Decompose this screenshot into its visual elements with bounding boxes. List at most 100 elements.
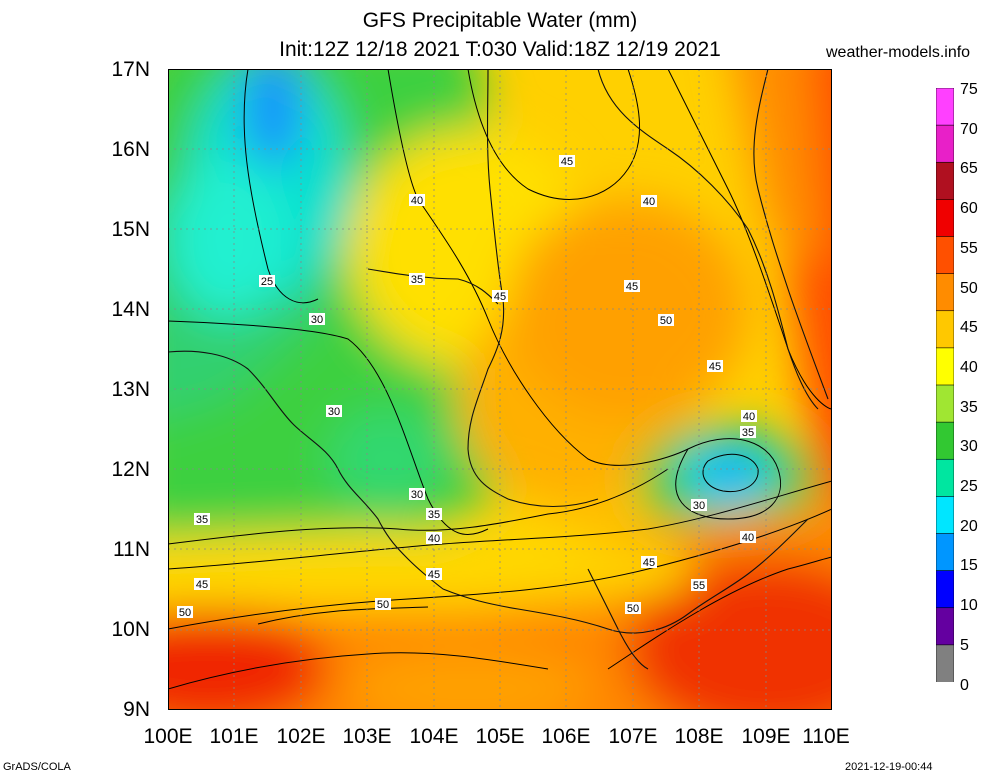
colorbar-cell — [936, 88, 954, 126]
contour-label: 45 — [428, 569, 440, 581]
colorbar-label: 40 — [960, 358, 978, 376]
contour-label: 40 — [743, 411, 755, 423]
contour-label-bg — [426, 532, 442, 544]
lon-label: 102E — [276, 725, 326, 748]
colorbar-label: 20 — [960, 517, 978, 535]
lat-label: 10N — [111, 618, 150, 641]
colorbar-cell — [936, 607, 954, 646]
contour-label-bg — [559, 155, 575, 167]
colorbar-cell — [936, 161, 954, 201]
colorbar-cell — [936, 533, 954, 572]
contour-label: 30 — [328, 406, 340, 418]
colorbar-label: 0 — [960, 676, 969, 694]
contour-label: 45 — [709, 361, 721, 373]
colorbar-cell — [936, 310, 954, 349]
colorbar — [936, 88, 954, 682]
lat-label: 14N — [111, 298, 150, 321]
colorbar-cell — [936, 421, 954, 461]
contour-label-bg — [409, 488, 425, 500]
contour-label-bg — [309, 313, 325, 325]
lon-label: 109E — [741, 725, 791, 748]
contour-label-bg — [707, 360, 723, 372]
contour-label: 40 — [428, 533, 440, 545]
contour-label-bg — [375, 598, 391, 610]
colorbar-cell — [936, 236, 954, 275]
contour-label: 55 — [693, 580, 705, 592]
contour-label-bg — [740, 426, 756, 438]
lon-label: 104E — [409, 725, 459, 748]
colorbar-label: 50 — [960, 279, 978, 297]
colorbar-label: 55 — [960, 239, 978, 257]
colorbar-label: 5 — [960, 636, 969, 654]
contour-label-bg — [641, 195, 657, 207]
lon-label: 106E — [541, 725, 591, 748]
colorbar-cell — [936, 644, 954, 682]
contour-label-bg — [194, 578, 210, 590]
contour-label-bg — [658, 314, 674, 326]
lon-label: 103E — [342, 725, 392, 748]
contour-label: 25 — [261, 276, 273, 288]
lat-label: 15N — [111, 218, 150, 241]
lon-label: 101E — [209, 725, 259, 748]
colorbar-label: 75 — [960, 81, 978, 98]
colorbar-label: 35 — [960, 398, 978, 416]
lat-label: 13N — [111, 378, 150, 401]
contour-label-bg — [691, 499, 707, 511]
precipitable-water-map: 45 40 40 25 35 45 45 30 50 45 30 40 35 30 30 35 40 45 45 50… — [168, 69, 832, 710]
contour-label-bg — [177, 606, 193, 618]
contour-label: 50 — [377, 599, 389, 611]
chart-title: GFS Precipitable Water (mm) — [362, 9, 638, 32]
contour-label: 30 — [311, 314, 323, 326]
graticule — [168, 69, 832, 710]
colorbar-cell — [936, 384, 954, 423]
colorbar-label: 45 — [960, 319, 978, 337]
contour-label: 35 — [411, 274, 423, 286]
contour-label-bg — [409, 194, 425, 206]
colorbar-label: 60 — [960, 200, 978, 218]
lon-label: 105E — [475, 725, 525, 748]
contour-label: 45 — [643, 557, 655, 569]
colorbar-label: 65 — [960, 160, 978, 178]
colorbar-label: 70 — [960, 120, 978, 138]
contour-label-bg — [326, 405, 342, 417]
contour-label-bg — [691, 579, 707, 591]
contour-label: 45 — [561, 156, 573, 168]
contour-label: 35 — [428, 509, 440, 521]
contour-label: 40 — [411, 195, 423, 207]
footer-software: GrADS/COLA — [3, 761, 71, 773]
contour-label-bg — [194, 513, 210, 525]
contour-label: 50 — [627, 603, 639, 615]
contour-label-bg — [641, 556, 657, 568]
contour-label-bg — [426, 568, 442, 580]
lon-label: 107E — [608, 725, 658, 748]
contour-label-bg — [625, 602, 641, 614]
colorbar-cell — [936, 347, 954, 386]
contour-label-bg — [409, 273, 425, 285]
colorbar-label: 15 — [960, 557, 978, 575]
contour-label-bg — [492, 290, 508, 302]
lat-label: 12N — [111, 458, 150, 481]
site-label: weather-models.info — [826, 44, 971, 61]
contour-label: 45 — [494, 291, 506, 303]
colorbar-cell — [936, 273, 954, 312]
contour-label: 35 — [742, 427, 754, 439]
lon-label: 108E — [674, 725, 724, 748]
contour-label-bg — [740, 531, 756, 543]
contour-label: 40 — [742, 532, 754, 544]
contour-label: 30 — [411, 489, 423, 501]
contour-label-bg — [741, 410, 757, 422]
contour-label-bg — [624, 280, 640, 292]
contour-label: 40 — [643, 196, 655, 208]
colorbar-label: 30 — [960, 438, 978, 456]
lat-label: 9N — [123, 698, 150, 721]
contour-label: 45 — [626, 281, 638, 293]
colorbar-cell — [936, 199, 954, 238]
colorbar-cell — [936, 496, 954, 535]
contour-label: 45 — [196, 579, 208, 591]
contour-label-bg — [426, 508, 442, 520]
colorbar-cell — [936, 570, 954, 609]
contour-label: 50 — [179, 607, 191, 619]
lon-label: 100E — [143, 725, 193, 748]
colorbar-label: 10 — [960, 597, 978, 615]
lon-label: 110E — [802, 725, 850, 748]
